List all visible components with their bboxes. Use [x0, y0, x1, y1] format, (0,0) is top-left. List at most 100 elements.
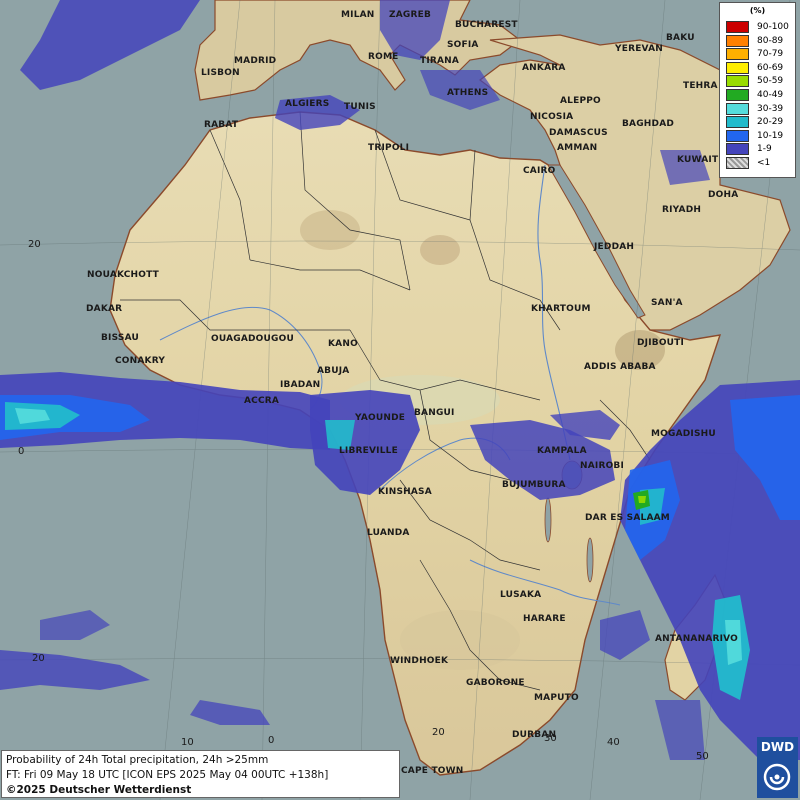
legend-item: 40-49: [726, 89, 792, 102]
city-label: CONAKRY: [115, 356, 166, 366]
legend-item: 70-79: [726, 48, 792, 61]
city-label: KINSHASA: [378, 487, 432, 497]
city-label: BUJUMBURA: [502, 480, 566, 490]
forecast-description: Probability of 24h Total precipitation, …: [6, 754, 269, 766]
city-label: BAGHDAD: [622, 119, 675, 129]
city-label: BAKU: [666, 33, 695, 43]
city-label: DOHA: [708, 190, 739, 200]
legend-swatch: [726, 75, 749, 88]
latitude-label-20s: 20: [32, 653, 45, 664]
legend-label: 50-59: [757, 76, 784, 87]
longitude-label-0: 0: [268, 735, 275, 746]
longitude-label-30: 30: [544, 733, 557, 744]
lake-malawi: [586, 537, 594, 583]
legend-swatch: [726, 34, 749, 47]
copyright: ©2025 Deutscher Wetterdienst: [6, 784, 192, 796]
red-sea: [547, 164, 646, 319]
legend-label: 80-89: [757, 35, 784, 46]
terrain-shading: [420, 235, 460, 265]
legend-item: 50-59: [726, 75, 792, 88]
city-label: RABAT: [204, 120, 239, 130]
terrain-shading: [300, 210, 360, 250]
legend-item: 90-100: [726, 21, 792, 34]
legend-unit: (%): [749, 6, 766, 15]
longitude-label-20: 20: [432, 727, 445, 738]
legend-item: 10-19: [726, 129, 792, 143]
city-label: YAOUNDE: [355, 413, 406, 423]
city-label: LUSAKA: [500, 590, 542, 600]
precip-overlay: [0, 0, 800, 760]
legend-item: <1: [726, 157, 792, 170]
legend-swatch: [726, 116, 749, 129]
legend-label: 30-39: [757, 103, 784, 114]
river-niger: [159, 306, 323, 411]
river-zambezi: [469, 559, 621, 606]
longitude-label-10: 10: [181, 737, 194, 748]
forecast-time: FT: Fri 09 May 18 UTC [ICON EPS 2025 May…: [6, 769, 329, 781]
city-label: ADDIS ABABA: [584, 362, 656, 372]
legend-label: 40-49: [757, 90, 784, 100]
legend-label: 90-100: [757, 22, 789, 32]
city-label: BANGUI: [414, 408, 455, 418]
city-label: TIRANA: [420, 56, 460, 66]
city-label: DAR ES SALAAM: [585, 513, 670, 523]
city-label: OUAGADOUGOU: [211, 334, 294, 344]
legend-swatch: [726, 61, 749, 74]
legend-swatch: [726, 129, 749, 142]
city-label: ACCRA: [244, 396, 280, 406]
city-label: DJIBOUTI: [637, 338, 685, 348]
dwd-logo: DWD: [757, 737, 798, 798]
city-label: NOUAKCHOTT: [87, 270, 160, 280]
city-label: ANKARA: [522, 63, 566, 73]
legend-item: 80-89: [726, 34, 792, 48]
city-label: NAIROBI: [580, 461, 625, 471]
city-label: ROME: [368, 52, 399, 62]
legend-item: 60-69: [726, 61, 792, 75]
city-label: GABORONE: [466, 678, 525, 688]
legend-swatch: [726, 21, 749, 33]
legend-swatch: [726, 143, 749, 156]
city-label: KAMPALA: [537, 446, 587, 456]
city-label: JEDDAH: [594, 242, 635, 252]
legend-swatch: [726, 89, 749, 101]
city-label: MOGADISHU: [651, 429, 716, 439]
city-label: CAPE TOWN: [401, 766, 464, 776]
city-label: AMMAN: [557, 143, 598, 153]
country-borders: [120, 111, 651, 691]
city-label: KUWAIT: [677, 155, 719, 165]
longitude-label-40: 40: [607, 737, 620, 748]
city-label: HARARE: [523, 614, 566, 624]
city-label: ANTANANARIVO: [655, 634, 739, 644]
city-label: DAKAR: [86, 304, 123, 314]
city-label: ATHENS: [447, 88, 489, 98]
legend-label: 60-69: [757, 62, 784, 73]
city-label: TEHRA: [683, 81, 718, 91]
legend-label: 70-79: [757, 49, 784, 60]
legend-swatch: [726, 48, 749, 61]
legend-swatch: [726, 102, 749, 115]
city-label: BUCHAREST: [455, 20, 518, 30]
legend-item: 20-29: [726, 116, 792, 129]
city-label: TUNIS: [344, 102, 376, 112]
legend-label: 1-9: [757, 144, 772, 155]
info-box: Probability of 24h Total precipitation, …: [1, 750, 400, 798]
river-nile: [537, 164, 571, 461]
city-label: LISBON: [201, 68, 240, 78]
terrain-shading: [400, 610, 520, 670]
city-label: SOFIA: [447, 40, 479, 50]
city-label: KANO: [328, 339, 358, 349]
city-label: LIBREVILLE: [339, 446, 398, 456]
city-label: SAN'A: [651, 298, 683, 308]
city-label: LUANDA: [367, 528, 410, 538]
city-label: BISSAU: [101, 333, 139, 343]
city-label: DURBAN: [512, 730, 557, 740]
city-label: ALEPPO: [560, 96, 601, 106]
terrain-shading: [615, 330, 665, 370]
city-label: ZAGREB: [389, 10, 432, 20]
latitude-label-20n: 20: [28, 239, 41, 250]
city-label: DAMASCUS: [549, 128, 608, 138]
legend-label: 10-19: [757, 130, 784, 141]
legend-swatch: [726, 157, 749, 169]
city-label: TRIPOLI: [368, 143, 410, 153]
